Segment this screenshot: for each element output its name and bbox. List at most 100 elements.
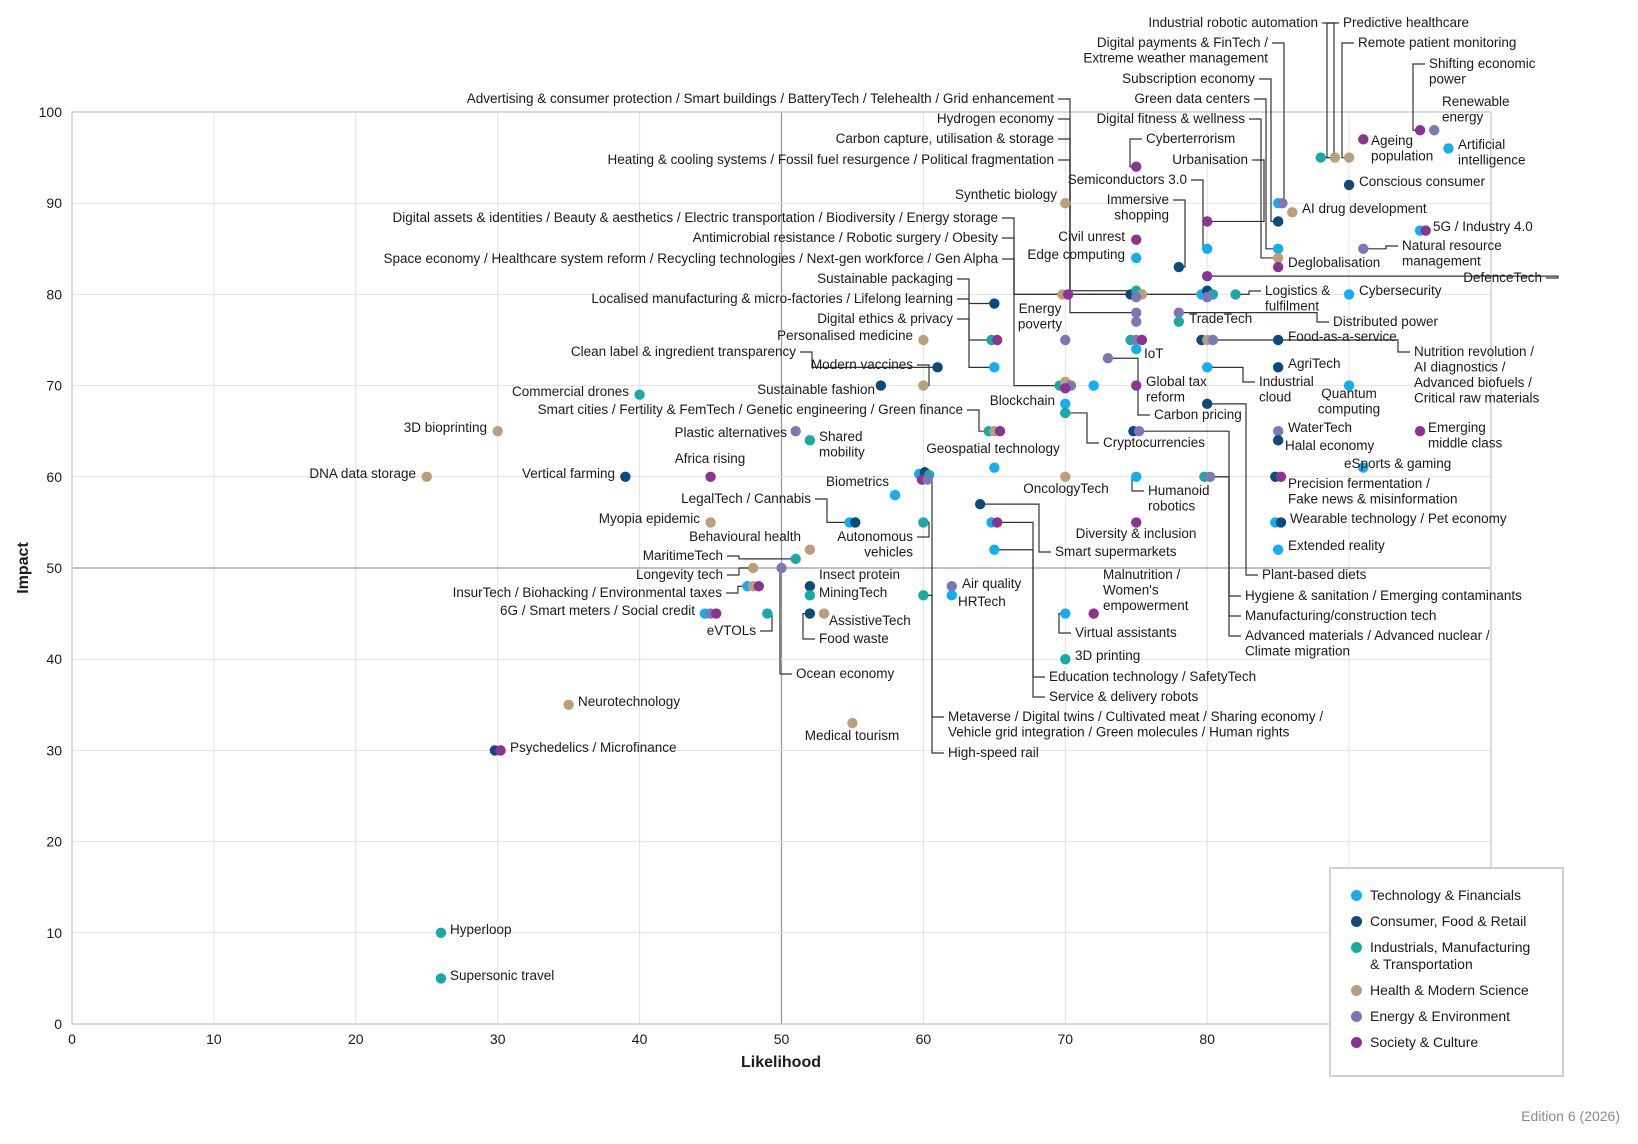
legend-label: Society & Culture xyxy=(1370,1034,1479,1050)
point-label-line: Myopia epidemic xyxy=(599,511,701,526)
point-label-line: poverty xyxy=(1018,317,1063,332)
point-label: Geospatial technology xyxy=(926,441,1060,456)
data-point xyxy=(1102,353,1114,364)
point-label-line: Neurotechnology xyxy=(578,694,680,709)
point-label-line: Vertical farming xyxy=(522,466,615,481)
point-label: Sustainable packaging xyxy=(817,271,953,286)
legend-item-consumer: Consumer, Food & Retail xyxy=(1351,913,1562,930)
point-label-line: reform xyxy=(1146,390,1185,405)
point-label-line: Plant-based diets xyxy=(1262,567,1367,582)
point-label: Myopia epidemic xyxy=(599,511,701,526)
point-label-line: Energy xyxy=(1019,301,1062,316)
data-point xyxy=(847,717,858,729)
legend-label: Industrials, Manufacturing & Transportat… xyxy=(1370,939,1531,972)
leader-line xyxy=(1204,476,1241,637)
data-point xyxy=(753,581,764,592)
point-label-line: DNA data storage xyxy=(309,466,416,481)
data-point xyxy=(1202,291,1213,303)
point-label: 6G / Smart meters / Social credit xyxy=(500,603,695,618)
point-label-line: OncologyTech xyxy=(1023,481,1109,496)
legend-item-tech: Technology & Financials xyxy=(1351,887,1562,904)
point-label-line: Advanced materials / Advanced nuclear / xyxy=(1245,628,1490,643)
point-label: eVTOLs xyxy=(707,623,757,638)
point-label-line: 3D printing xyxy=(1075,648,1140,663)
point-label-line: Food-as-a-service xyxy=(1288,329,1397,344)
point-label: Renewable energy xyxy=(1442,94,1510,125)
legend-dot xyxy=(1351,890,1362,901)
point-label: Shared mobility xyxy=(819,429,865,460)
data-point xyxy=(1088,608,1099,619)
data-point xyxy=(991,517,1003,528)
point-label-line: Halal economy xyxy=(1285,438,1375,453)
point-label-line: power xyxy=(1429,72,1466,87)
data-point xyxy=(989,362,1000,373)
data-point xyxy=(1060,608,1071,619)
point-label: Industrial robotic automation xyxy=(1148,15,1318,30)
point-label: LegalTech / Cannabis xyxy=(681,491,811,506)
data-point xyxy=(1131,161,1142,172)
plot-frame xyxy=(71,111,1492,1025)
point-label: Humanoid robotics xyxy=(1148,483,1210,514)
data-point xyxy=(1131,316,1142,327)
point-label: Cryptocurrencies xyxy=(1103,435,1205,450)
legend-dot xyxy=(1351,942,1362,953)
point-label: MaritimeTech xyxy=(643,548,723,563)
point-label-line: Localised manufacturing & micro-factorie… xyxy=(591,291,953,306)
point-label-line: Insect protein xyxy=(819,567,900,582)
point-label: Halal economy xyxy=(1285,438,1375,453)
point-label-line: Synthetic biology xyxy=(955,187,1057,202)
data-point xyxy=(946,581,957,592)
point-label-line: Blockchain xyxy=(990,393,1055,408)
point-label-line: WaterTech xyxy=(1288,420,1352,435)
point-label: Artificial intelligence xyxy=(1458,137,1526,168)
data-point xyxy=(989,298,1000,309)
point-label: TradeTech xyxy=(1189,311,1252,326)
data-point xyxy=(1272,435,1284,446)
legend-label: Health & Modern Science xyxy=(1370,982,1529,998)
point-label-line: DefenceTech xyxy=(1463,270,1542,285)
point-label: Shifting economic power xyxy=(1429,56,1536,87)
point-label: Remote patient monitoring xyxy=(1358,35,1516,50)
leader-line xyxy=(1207,275,1559,279)
point-label-line: Ageing xyxy=(1371,133,1413,148)
data-point xyxy=(1202,362,1213,373)
point-label: Insect protein xyxy=(819,567,900,582)
point-label: Urbanisation xyxy=(1172,152,1248,167)
data-point xyxy=(1207,334,1219,346)
point-label-line: Supersonic travel xyxy=(450,968,554,983)
y-tick-label: 10 xyxy=(46,925,62,941)
point-label-line: AgriTech xyxy=(1288,356,1341,371)
point-label-line: 6G / Smart meters / Social credit xyxy=(500,603,695,618)
point-label-line: Cybersecurity xyxy=(1359,283,1442,298)
point-label-line: Semiconductors 3.0 xyxy=(1068,172,1187,187)
point-label: Wearable technology / Pet economy xyxy=(1290,511,1507,526)
data-point xyxy=(1131,291,1142,303)
data-point xyxy=(790,426,801,437)
point-label-line: Carbon capture, utilisation & storage xyxy=(836,131,1054,146)
data-point xyxy=(991,334,1003,346)
point-label-line: Heating & cooling systems / Fossil fuel … xyxy=(608,152,1054,167)
point-label-line: eVTOLs xyxy=(707,623,757,638)
data-point xyxy=(1131,471,1142,482)
point-label-line: Edge computing xyxy=(1027,247,1125,262)
data-point xyxy=(1329,152,1341,163)
data-point xyxy=(1202,398,1213,410)
data-point xyxy=(1443,143,1454,154)
point-label-line: Civil unrest xyxy=(1058,229,1125,244)
legend-dot xyxy=(1351,1011,1362,1022)
data-point xyxy=(932,362,943,373)
data-point xyxy=(1275,517,1287,528)
point-label-line: Metaverse / Digital twins / Cultivated m… xyxy=(948,709,1323,724)
x-tick-label: 20 xyxy=(348,1031,364,1047)
point-label-line: Fake news & misinformation xyxy=(1288,492,1458,507)
point-label: eSports & gaming xyxy=(1344,456,1451,471)
point-label-line: Green data centers xyxy=(1134,91,1250,106)
data-point xyxy=(1131,343,1142,355)
point-label: MiningTech xyxy=(819,585,887,600)
point-label: AI drug development xyxy=(1302,201,1427,216)
leader-line xyxy=(1207,366,1255,383)
legend-item-health: Health & Modern Science xyxy=(1351,982,1562,999)
x-tick-label: 0 xyxy=(68,1031,76,1047)
point-label: Digital assets & identities / Beauty & a… xyxy=(392,210,998,225)
point-label-line: 5G / Industry 4.0 xyxy=(1433,219,1533,234)
